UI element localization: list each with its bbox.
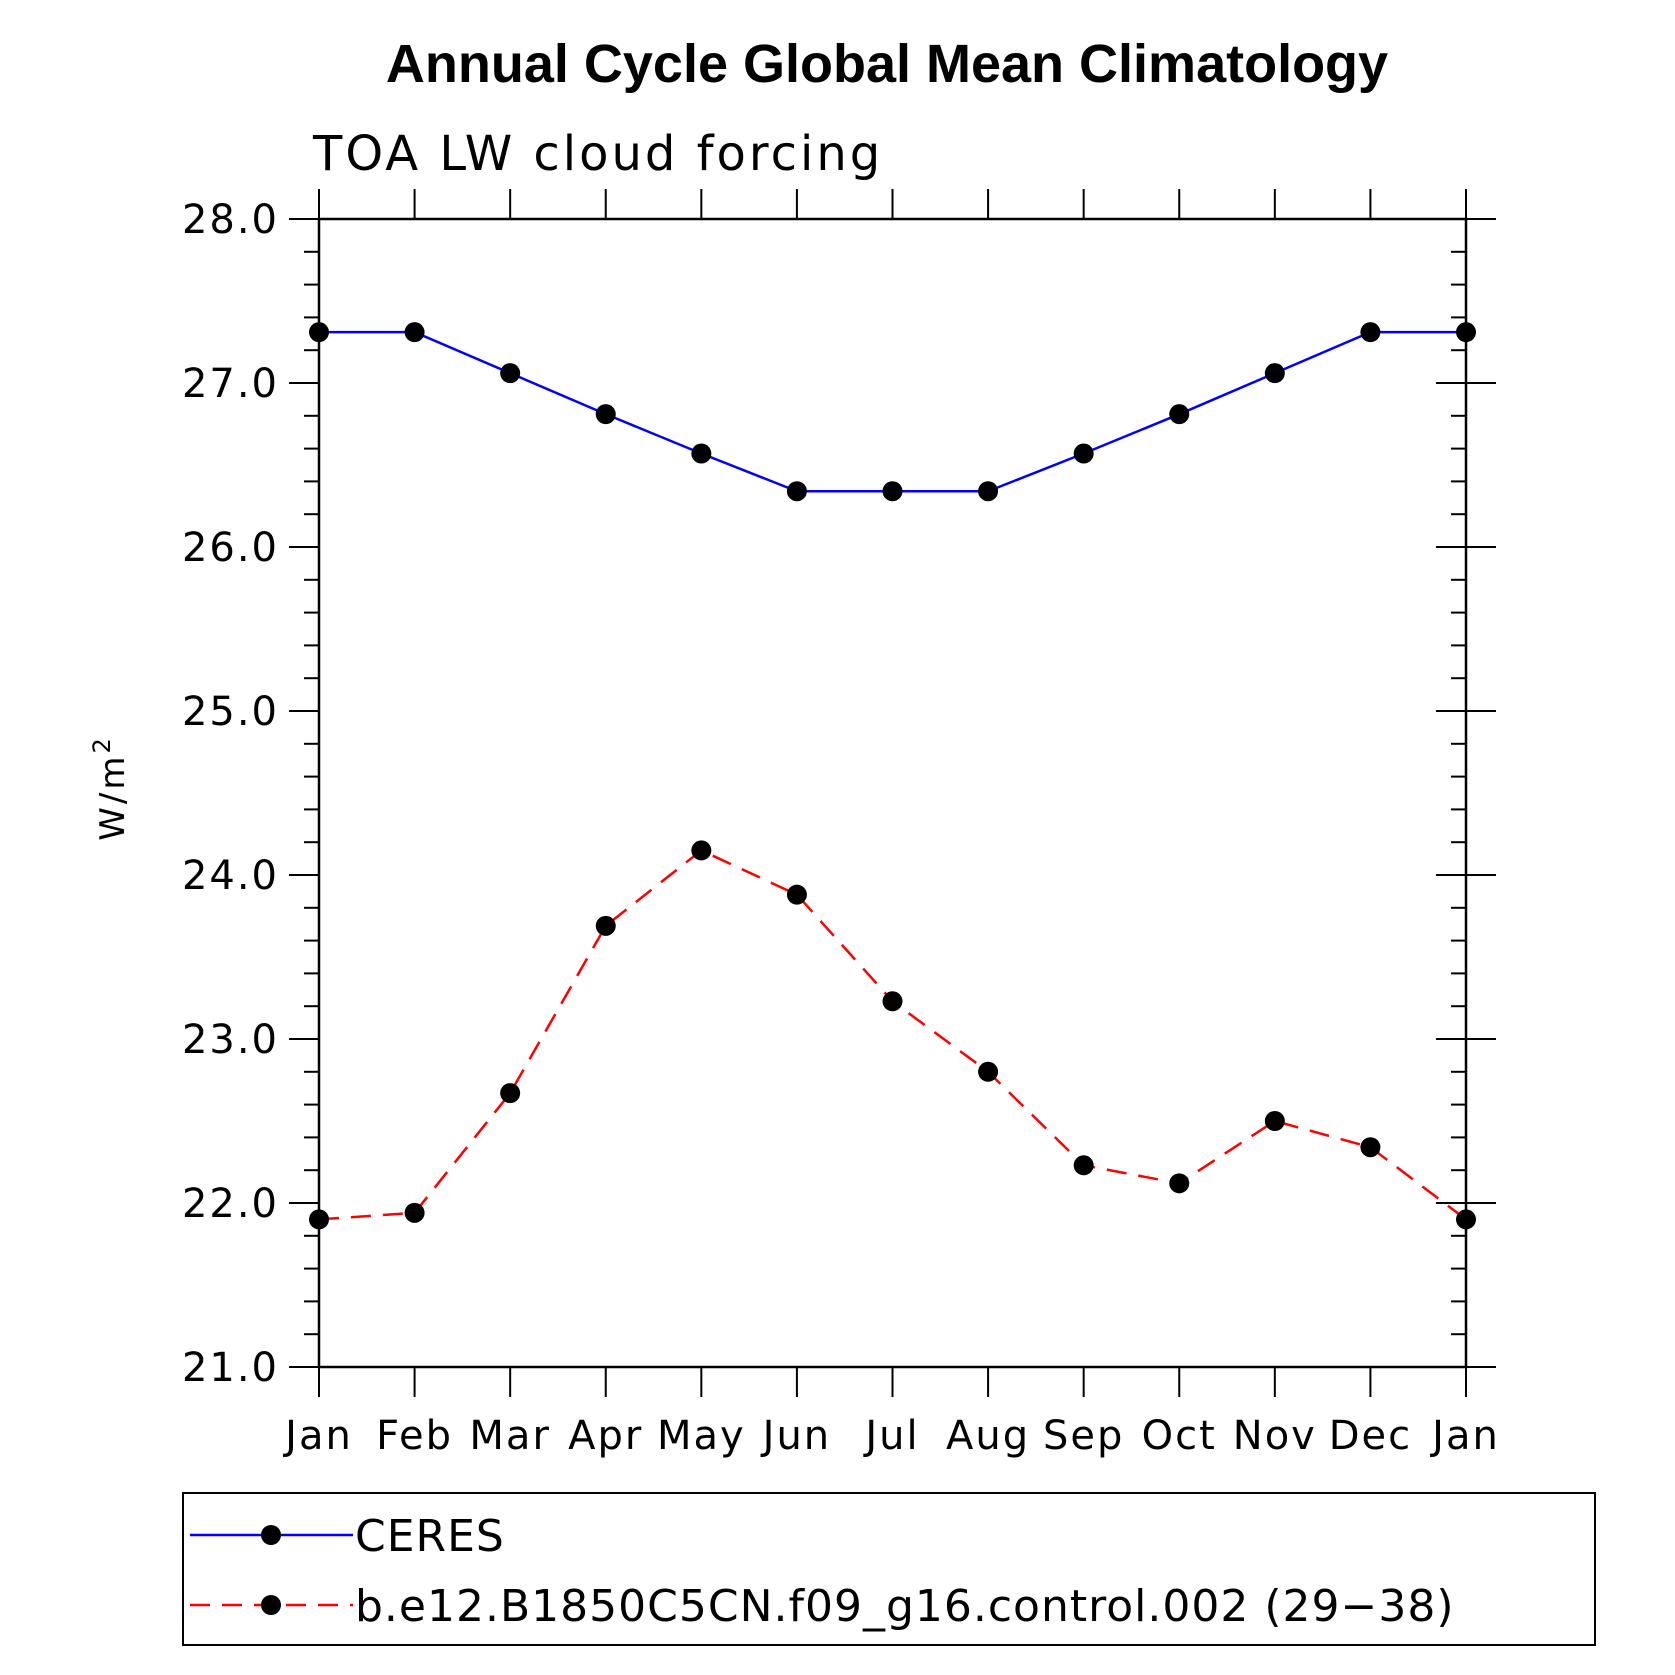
x-tick-label: Oct — [1142, 1413, 1217, 1459]
series-1-point — [978, 1061, 999, 1082]
plot-frame — [317, 217, 1468, 1369]
x-tick-label: Jul — [862, 1413, 919, 1459]
series-1-point — [882, 991, 903, 1012]
y-axis-label-superscript: 2 — [88, 735, 116, 753]
series-0-point — [691, 443, 712, 464]
series-1-point — [1169, 1173, 1190, 1194]
series-1-point — [1360, 1137, 1381, 1158]
chart-subtitle: TOA LW cloud forcing — [312, 126, 883, 182]
y-axis-label: W/m2 — [88, 735, 133, 840]
y-tick-label: 24.0 — [182, 853, 279, 899]
x-tick-label: Sep — [1043, 1413, 1124, 1459]
y-tick-label: 23.0 — [182, 1017, 279, 1063]
legend-marker-ceres — [261, 1525, 281, 1545]
x-tick-label: Nov — [1233, 1413, 1317, 1459]
series-0-point — [1073, 443, 1094, 464]
series-1-point — [1073, 1155, 1094, 1176]
series-0-point — [882, 481, 903, 502]
legend-marker-model — [261, 1595, 281, 1615]
series-1-point — [1456, 1209, 1476, 1230]
series-0-point — [978, 481, 999, 502]
series-0-point — [500, 363, 521, 384]
legend-label-ceres: CERES — [355, 1511, 505, 1562]
x-tick-label: Dec — [1329, 1413, 1412, 1459]
series-0-point — [595, 404, 616, 425]
series-0-point — [404, 322, 425, 343]
series-1-point — [691, 840, 712, 861]
series-line-1 — [318, 848, 1467, 1221]
series-0-point — [1456, 322, 1476, 343]
y-axis-label-text: W/m — [93, 754, 133, 841]
series-layer — [309, 322, 1476, 1230]
y-tick-label: 25.0 — [182, 689, 279, 735]
series-0-point — [1169, 404, 1190, 425]
series-0-point — [1264, 363, 1285, 384]
series-1-point — [500, 1083, 521, 1104]
x-tick-label: Jan — [282, 1413, 353, 1459]
x-tick-label: Apr — [568, 1413, 643, 1459]
series-0-point — [1360, 322, 1381, 343]
y-tick-label: 22.0 — [182, 1181, 279, 1227]
series-1-point — [1264, 1111, 1285, 1131]
series-0-point — [309, 322, 329, 343]
y-tick-label: 28.0 — [182, 197, 279, 243]
chart-title: Annual Cycle Global Mean Climatology — [386, 34, 1388, 94]
x-tick-label: May — [657, 1413, 746, 1459]
series-line-0 — [319, 330, 1466, 493]
x-tick-label: Mar — [469, 1413, 550, 1459]
series-0-point — [786, 481, 807, 502]
legend: CERES b.e12.B1850C5CN.f09_g16.control.00… — [182, 1492, 1596, 1646]
x-tick-label: Jan — [1429, 1413, 1500, 1459]
axes-layer: 21.0 22.0 23.0 24.0 25.0 26.0 27.0 28.0 Jan Feb Ma… — [182, 189, 1500, 1459]
y-tick-label: 26.0 — [182, 525, 279, 571]
series-1-point — [786, 884, 807, 905]
x-tick-label: Feb — [376, 1413, 453, 1459]
legend-box — [182, 1492, 1596, 1646]
legend-label-model: b.e12.B1850C5CN.f09_g16.control.002 (29−… — [355, 1581, 1455, 1632]
series-1-point — [595, 915, 616, 936]
y-tick-label: 27.0 — [182, 361, 279, 407]
series-1-point — [404, 1202, 425, 1223]
y-tick-label: 21.0 — [182, 1345, 279, 1391]
x-tick-label: Jun — [760, 1413, 832, 1459]
series-1-point — [309, 1209, 329, 1230]
x-tick-label: Aug — [946, 1413, 1030, 1459]
